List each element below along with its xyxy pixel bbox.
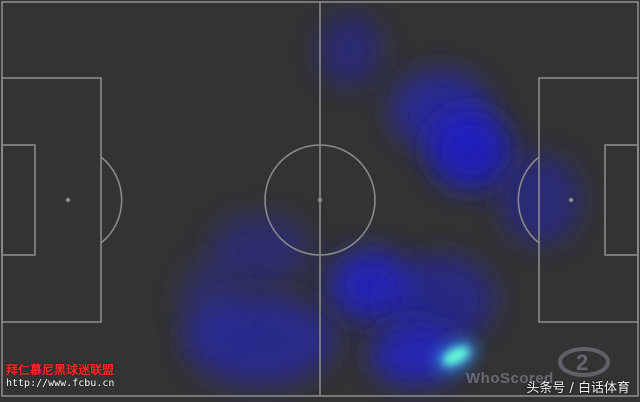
club-watermark-url: http://www.fcbu.cn	[6, 378, 115, 389]
left-goal-area	[1, 144, 36, 256]
heat-blob	[318, 14, 382, 86]
heat-blob	[500, 155, 580, 245]
heat-blob	[210, 215, 310, 285]
heat-blob	[370, 325, 460, 385]
whoscored-watermark: WhoScored	[466, 370, 554, 387]
heat-hotspot-core	[443, 346, 469, 366]
heat-layer	[180, 14, 580, 385]
svg-text:2: 2	[576, 350, 588, 375]
heat-blob	[428, 110, 512, 190]
right-penalty-spot	[568, 197, 574, 203]
heat-blob	[385, 255, 495, 345]
club-watermark: 拜仁慕尼黑球迷联盟 http://www.fcbu.cn	[6, 363, 114, 391]
left-penalty-arc	[100, 156, 123, 244]
right-goal-area	[604, 144, 639, 256]
center-spot	[317, 197, 323, 203]
source-watermark: 头条号 / 白话体育	[526, 381, 630, 396]
right-penalty-arc	[517, 156, 540, 244]
heat-blob	[180, 260, 240, 340]
club-watermark-name: 拜仁慕尼黑球迷联盟	[6, 363, 115, 377]
center-circle	[264, 144, 376, 256]
whoscored-logo-icon: 2	[558, 347, 610, 377]
left-penalty-spot	[65, 197, 71, 203]
